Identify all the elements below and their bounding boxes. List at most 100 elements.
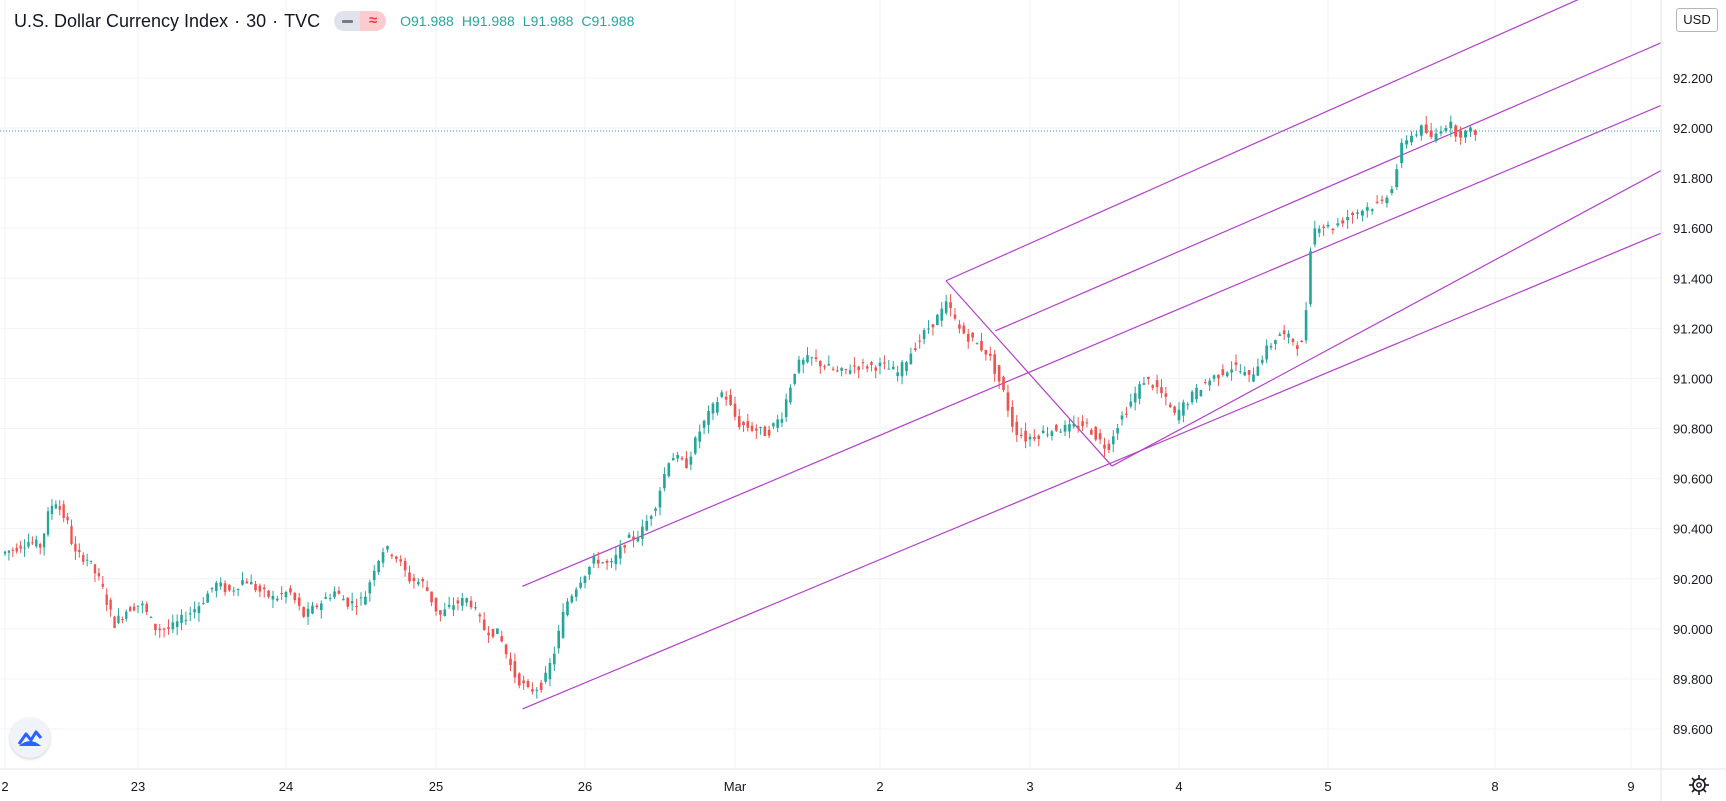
candle-body[interactable] — [258, 585, 262, 592]
candle-body[interactable] — [702, 420, 706, 428]
candle-body[interactable] — [1151, 385, 1155, 388]
candle-body[interactable] — [1168, 404, 1172, 408]
candle-body[interactable] — [39, 543, 42, 548]
candle-body[interactable] — [1133, 393, 1137, 403]
candle-body[interactable] — [154, 623, 157, 631]
candle-body[interactable] — [759, 426, 762, 428]
candle-body[interactable] — [636, 537, 640, 542]
candle-body[interactable] — [922, 330, 926, 340]
candle-body[interactable] — [82, 555, 85, 562]
candle-body[interactable] — [1274, 340, 1277, 345]
candle-body[interactable] — [836, 370, 839, 372]
candle-body[interactable] — [746, 421, 750, 428]
candle-body[interactable] — [1068, 424, 1071, 432]
candle-body[interactable] — [1103, 444, 1106, 449]
candle-body[interactable] — [680, 457, 684, 460]
candle-body[interactable] — [145, 603, 149, 612]
candle-body[interactable] — [936, 314, 939, 326]
candle-body[interactable] — [1313, 228, 1317, 245]
candle-body[interactable] — [465, 598, 468, 603]
candle-body[interactable] — [197, 606, 201, 614]
candle-body[interactable] — [671, 458, 675, 461]
candle-body[interactable] — [113, 616, 116, 629]
candle-body[interactable] — [557, 630, 561, 649]
candle-body[interactable] — [1444, 127, 1448, 131]
candle-body[interactable] — [1243, 372, 1247, 376]
candle-body[interactable] — [789, 387, 792, 403]
candle-body[interactable] — [509, 658, 512, 666]
currency-button[interactable]: USD — [1676, 8, 1718, 32]
candle-body[interactable] — [944, 301, 948, 313]
candle-body[interactable] — [315, 605, 319, 608]
candle-body[interactable] — [610, 561, 613, 563]
candle-body[interactable] — [236, 589, 240, 591]
candle-body[interactable] — [35, 539, 38, 547]
candle-body[interactable] — [1212, 375, 1216, 379]
candle-body[interactable] — [297, 597, 301, 606]
candle-body[interactable] — [184, 620, 188, 622]
candle-body[interactable] — [3, 551, 7, 554]
series-toggle[interactable]: ≈ — [334, 11, 387, 31]
candle-body[interactable] — [814, 357, 818, 360]
candle-body[interactable] — [1424, 124, 1428, 133]
candle-body[interactable] — [1147, 376, 1150, 380]
candle-body[interactable] — [1375, 201, 1379, 203]
candle-body[interactable] — [109, 599, 112, 610]
candle-body[interactable] — [421, 579, 425, 582]
candle-body[interactable] — [443, 609, 447, 616]
candle-body[interactable] — [1252, 374, 1255, 382]
candle-body[interactable] — [927, 328, 930, 330]
candle-body[interactable] — [579, 582, 582, 588]
candle-body[interactable] — [162, 628, 166, 630]
candle-body[interactable] — [1291, 338, 1295, 342]
candle-body[interactable] — [129, 607, 132, 612]
candle-body[interactable] — [905, 362, 908, 372]
candle-body[interactable] — [1155, 380, 1159, 388]
candle-body[interactable] — [641, 526, 644, 539]
candle-body[interactable] — [570, 595, 574, 603]
candle-body[interactable] — [1464, 130, 1468, 138]
candle-body[interactable] — [517, 673, 521, 686]
candle-body[interactable] — [333, 591, 336, 598]
candle-body[interactable] — [399, 559, 403, 562]
candle-body[interactable] — [522, 680, 525, 684]
candle-body[interactable] — [1033, 437, 1036, 440]
candle-body[interactable] — [267, 590, 270, 597]
candle-body[interactable] — [275, 598, 279, 601]
candle-body[interactable] — [262, 587, 266, 590]
channel-line[interactable] — [522, 232, 1662, 710]
candle-body[interactable] — [776, 419, 779, 428]
candle-body[interactable] — [1468, 127, 1472, 132]
candle-body[interactable] — [456, 600, 460, 604]
candle-body[interactable] — [306, 608, 310, 617]
channel-line[interactable] — [1111, 170, 1662, 467]
candle-body[interactable] — [228, 584, 231, 591]
candle-body[interactable] — [1260, 359, 1264, 363]
candle-body[interactable] — [676, 454, 679, 459]
candle-body[interactable] — [403, 560, 407, 571]
candle-body[interactable] — [663, 474, 666, 489]
candle-body[interactable] — [1390, 189, 1394, 194]
candle-body[interactable] — [627, 534, 631, 538]
symbol-name[interactable]: U.S. Dollar Currency Index — [14, 10, 229, 31]
candle-body[interactable] — [1365, 207, 1369, 211]
candle-body[interactable] — [810, 357, 814, 359]
candle-body[interactable] — [1090, 429, 1093, 435]
candle-body[interactable] — [500, 636, 504, 642]
candle-body[interactable] — [887, 368, 891, 370]
candle-body[interactable] — [1282, 330, 1286, 335]
candle-body[interactable] — [1269, 345, 1273, 348]
candle-body[interactable] — [311, 605, 314, 614]
candle-body[interactable] — [232, 590, 236, 592]
candle-body[interactable] — [447, 604, 451, 607]
candle-body[interactable] — [1063, 424, 1067, 432]
candle-body[interactable] — [386, 546, 389, 550]
candle-body[interactable] — [125, 611, 128, 619]
candle-body[interactable] — [359, 597, 363, 599]
candle-body[interactable] — [54, 504, 58, 509]
candle-body[interactable] — [74, 543, 77, 552]
candle-body[interactable] — [539, 682, 543, 691]
candle-body[interactable] — [201, 603, 205, 605]
